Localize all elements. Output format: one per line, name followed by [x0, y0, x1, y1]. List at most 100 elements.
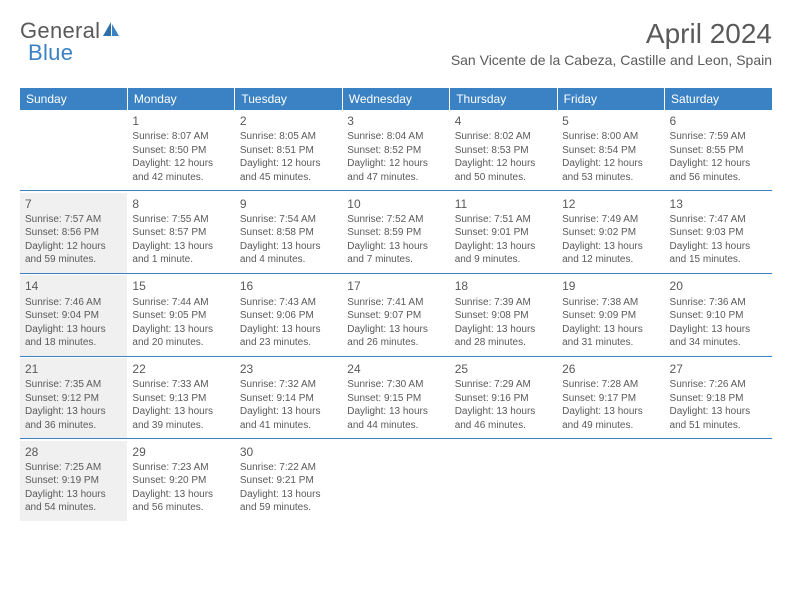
calendar-cell: 3Sunrise: 8:04 AMSunset: 8:52 PMDaylight…: [342, 110, 449, 191]
title-block: April 2024 San Vicente de la Cabeza, Cas…: [451, 18, 772, 68]
day-details: Sunrise: 7:22 AMSunset: 9:21 PMDaylight:…: [240, 461, 337, 515]
day-header: Wednesday: [342, 88, 449, 110]
day-number: 16: [240, 278, 337, 294]
day-number: 5: [562, 113, 659, 129]
day-details: Sunrise: 7:30 AMSunset: 9:15 PMDaylight:…: [347, 378, 444, 432]
detail-line: Sunset: 9:10 PM: [670, 309, 767, 323]
detail-line: Sunrise: 7:25 AM: [25, 461, 122, 475]
detail-line: Daylight: 13 hours and 51 minutes.: [670, 405, 767, 432]
detail-line: Sunrise: 7:32 AM: [240, 378, 337, 392]
day-details: Sunrise: 7:26 AMSunset: 9:18 PMDaylight:…: [670, 378, 767, 432]
detail-line: Sunrise: 7:33 AM: [132, 378, 229, 392]
detail-line: Sunrise: 8:05 AM: [240, 130, 337, 144]
detail-line: Daylight: 13 hours and 1 minute.: [132, 240, 229, 267]
calendar-cell: 18Sunrise: 7:39 AMSunset: 9:08 PMDayligh…: [450, 275, 557, 356]
detail-line: Sunrise: 7:51 AM: [455, 213, 552, 227]
brand-sail-icon: [101, 20, 121, 43]
detail-line: Sunset: 8:53 PM: [455, 144, 552, 158]
detail-line: Sunrise: 7:41 AM: [347, 296, 444, 310]
detail-line: Daylight: 12 hours and 45 minutes.: [240, 157, 337, 184]
detail-line: Sunrise: 7:49 AM: [562, 213, 659, 227]
calendar-row: 1Sunrise: 8:07 AMSunset: 8:50 PMDaylight…: [20, 110, 772, 191]
calendar-cell: [342, 441, 449, 521]
day-number: 25: [455, 361, 552, 377]
day-details: Sunrise: 7:32 AMSunset: 9:14 PMDaylight:…: [240, 378, 337, 432]
detail-line: Sunrise: 7:38 AM: [562, 296, 659, 310]
day-details: Sunrise: 7:55 AMSunset: 8:57 PMDaylight:…: [132, 213, 229, 267]
detail-line: Sunrise: 7:26 AM: [670, 378, 767, 392]
calendar-cell: [20, 110, 127, 191]
day-details: Sunrise: 7:29 AMSunset: 9:16 PMDaylight:…: [455, 378, 552, 432]
detail-line: Daylight: 13 hours and 39 minutes.: [132, 405, 229, 432]
detail-line: Sunrise: 8:07 AM: [132, 130, 229, 144]
day-details: Sunrise: 7:51 AMSunset: 9:01 PMDaylight:…: [455, 213, 552, 267]
calendar-cell: 5Sunrise: 8:00 AMSunset: 8:54 PMDaylight…: [557, 110, 664, 191]
day-details: Sunrise: 7:33 AMSunset: 9:13 PMDaylight:…: [132, 378, 229, 432]
detail-line: Daylight: 12 hours and 47 minutes.: [347, 157, 444, 184]
calendar-cell: 21Sunrise: 7:35 AMSunset: 9:12 PMDayligh…: [20, 358, 127, 439]
detail-line: Daylight: 12 hours and 56 minutes.: [670, 157, 767, 184]
detail-line: Sunset: 9:17 PM: [562, 392, 659, 406]
day-number: 4: [455, 113, 552, 129]
detail-line: Sunrise: 7:52 AM: [347, 213, 444, 227]
day-number: 20: [670, 278, 767, 294]
day-number: 12: [562, 196, 659, 212]
calendar-table: SundayMondayTuesdayWednesdayThursdayFrid…: [20, 88, 772, 521]
day-details: Sunrise: 7:54 AMSunset: 8:58 PMDaylight:…: [240, 213, 337, 267]
calendar-row: 14Sunrise: 7:46 AMSunset: 9:04 PMDayligh…: [20, 275, 772, 356]
calendar-body: 1Sunrise: 8:07 AMSunset: 8:50 PMDaylight…: [20, 110, 772, 521]
header: General April 2024 San Vicente de la Cab…: [20, 18, 772, 68]
calendar-cell: 14Sunrise: 7:46 AMSunset: 9:04 PMDayligh…: [20, 275, 127, 356]
calendar-row: 7Sunrise: 7:57 AMSunset: 8:56 PMDaylight…: [20, 193, 772, 274]
month-title: April 2024: [451, 18, 772, 50]
day-header: Tuesday: [235, 88, 342, 110]
detail-line: Daylight: 13 hours and 7 minutes.: [347, 240, 444, 267]
day-number: 22: [132, 361, 229, 377]
detail-line: Sunrise: 7:39 AM: [455, 296, 552, 310]
detail-line: Sunset: 8:51 PM: [240, 144, 337, 158]
detail-line: Sunset: 9:15 PM: [347, 392, 444, 406]
detail-line: Daylight: 13 hours and 18 minutes.: [25, 323, 122, 350]
day-number: 15: [132, 278, 229, 294]
detail-line: Daylight: 13 hours and 54 minutes.: [25, 488, 122, 515]
day-number: 13: [670, 196, 767, 212]
day-number: 7: [25, 196, 122, 212]
detail-line: Sunset: 8:57 PM: [132, 226, 229, 240]
detail-line: Daylight: 12 hours and 50 minutes.: [455, 157, 552, 184]
day-number: 11: [455, 196, 552, 212]
detail-line: Daylight: 13 hours and 20 minutes.: [132, 323, 229, 350]
day-number: 28: [25, 444, 122, 460]
day-details: Sunrise: 8:04 AMSunset: 8:52 PMDaylight:…: [347, 130, 444, 184]
day-details: Sunrise: 7:41 AMSunset: 9:07 PMDaylight:…: [347, 296, 444, 350]
detail-line: Daylight: 12 hours and 53 minutes.: [562, 157, 659, 184]
calendar-cell: 23Sunrise: 7:32 AMSunset: 9:14 PMDayligh…: [235, 358, 342, 439]
day-details: Sunrise: 7:36 AMSunset: 9:10 PMDaylight:…: [670, 296, 767, 350]
day-number: 9: [240, 196, 337, 212]
day-number: 23: [240, 361, 337, 377]
detail-line: Daylight: 13 hours and 28 minutes.: [455, 323, 552, 350]
detail-line: Sunrise: 7:29 AM: [455, 378, 552, 392]
day-number: 19: [562, 278, 659, 294]
day-details: Sunrise: 7:46 AMSunset: 9:04 PMDaylight:…: [25, 296, 122, 350]
detail-line: Daylight: 13 hours and 36 minutes.: [25, 405, 122, 432]
detail-line: Sunset: 9:13 PM: [132, 392, 229, 406]
detail-line: Sunset: 9:02 PM: [562, 226, 659, 240]
day-number: 27: [670, 361, 767, 377]
detail-line: Daylight: 13 hours and 15 minutes.: [670, 240, 767, 267]
calendar-cell: 25Sunrise: 7:29 AMSunset: 9:16 PMDayligh…: [450, 358, 557, 439]
calendar-cell: 24Sunrise: 7:30 AMSunset: 9:15 PMDayligh…: [342, 358, 449, 439]
brand-text-blue: Blue: [28, 40, 73, 65]
day-details: Sunrise: 7:38 AMSunset: 9:09 PMDaylight:…: [562, 296, 659, 350]
calendar-cell: 17Sunrise: 7:41 AMSunset: 9:07 PMDayligh…: [342, 275, 449, 356]
calendar-row: 21Sunrise: 7:35 AMSunset: 9:12 PMDayligh…: [20, 358, 772, 439]
calendar-cell: 4Sunrise: 8:02 AMSunset: 8:53 PMDaylight…: [450, 110, 557, 191]
detail-line: Sunrise: 7:57 AM: [25, 213, 122, 227]
detail-line: Sunrise: 8:04 AM: [347, 130, 444, 144]
day-header: Monday: [127, 88, 234, 110]
detail-line: Daylight: 13 hours and 59 minutes.: [240, 488, 337, 515]
day-header-row: SundayMondayTuesdayWednesdayThursdayFrid…: [20, 88, 772, 110]
day-number: 6: [670, 113, 767, 129]
day-number: 8: [132, 196, 229, 212]
detail-line: Daylight: 13 hours and 41 minutes.: [240, 405, 337, 432]
detail-line: Sunset: 9:14 PM: [240, 392, 337, 406]
